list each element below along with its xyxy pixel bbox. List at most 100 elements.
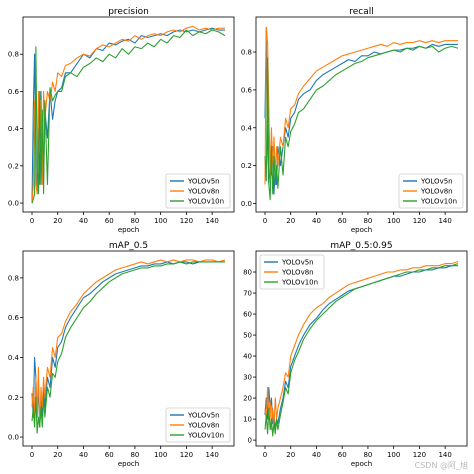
y-tick-label: 40	[243, 353, 252, 361]
series-group	[31, 25, 226, 204]
x-tick-label: 60	[105, 451, 114, 459]
y-tick-label: 0.6	[241, 86, 253, 94]
series-line-YOLOv5n	[31, 261, 225, 428]
legend: YOLOv5n YOLOv8n YOLOv10n	[398, 173, 464, 209]
chart-title: precision	[108, 7, 149, 17]
x-tick-label: 140	[438, 451, 451, 459]
legend-label-YOLOv10n: YOLOv10n	[187, 432, 224, 440]
y-tick-label: 0.4	[241, 124, 253, 132]
x-tick-label: 60	[338, 217, 347, 225]
x-tick-label: 100	[387, 217, 400, 225]
y-tick-label: 70	[243, 290, 252, 298]
x-tick-label: 0	[263, 451, 267, 459]
legend-label-YOLOv10n: YOLOv10n	[281, 279, 318, 287]
x-tick-label: 40	[79, 217, 88, 225]
series-group	[264, 26, 459, 201]
legend-box	[398, 173, 464, 209]
y-tick-label: 0.0	[8, 434, 19, 442]
legend-label-YOLOv5n: YOLOv5n	[187, 412, 220, 420]
chart-title: mAP_0.5:0.95	[330, 241, 392, 251]
y-tick-label: 0.4	[8, 125, 20, 133]
legend-box	[165, 407, 231, 443]
axes-frame	[255, 250, 468, 447]
legend: YOLOv5n YOLOv8n YOLOv10n	[259, 254, 325, 290]
x-tick-label: 140	[438, 217, 451, 225]
y-tick-label: 0.2	[241, 162, 252, 170]
x-tick-label: 40	[312, 217, 321, 225]
watermark: CSDN @阿_旭	[414, 461, 468, 470]
chart-title: recall	[349, 7, 374, 17]
y-tick-label: 0.8	[8, 51, 19, 59]
x-axis-label: epoch	[118, 460, 139, 468]
legend-label-YOLOv5n: YOLOv5n	[420, 178, 453, 186]
legend: YOLOv5n YOLOv8n YOLOv10n	[165, 173, 231, 209]
y-tick-label: 0.2	[8, 162, 19, 170]
x-tick-label: 0	[30, 217, 34, 225]
series-line-YOLOv10n	[31, 29, 226, 204]
y-tick-label: 10	[243, 416, 252, 424]
legend-label-YOLOv10n: YOLOv10n	[420, 198, 457, 206]
series-line-YOLOv8n	[31, 25, 225, 204]
series-line-YOLOv5n	[264, 26, 458, 195]
y-tick-label: 0.8	[241, 49, 252, 57]
legend-box	[165, 173, 231, 209]
y-tick-label: 80	[243, 269, 252, 277]
x-tick-label: 60	[105, 217, 114, 225]
legend-label-YOLOv10n: YOLOv10n	[187, 198, 224, 206]
x-tick-label: 60	[338, 451, 347, 459]
legend-label-YOLOv8n: YOLOv8n	[281, 269, 314, 277]
x-tick-label: 120	[413, 451, 426, 459]
y-tick-label: 0.2	[8, 394, 19, 402]
x-tick-label: 20	[53, 451, 62, 459]
x-tick-label: 0	[263, 217, 267, 225]
x-tick-label: 40	[79, 451, 88, 459]
y-tick-label: 60	[243, 311, 252, 319]
chart-title: mAP_0.5	[109, 241, 148, 251]
x-tick-label: 140	[205, 217, 218, 225]
axes-frame	[255, 16, 468, 213]
x-tick-label: 20	[286, 451, 295, 459]
legend-box	[259, 254, 325, 290]
y-tick-label: 0.0	[241, 200, 252, 208]
x-tick-label: 120	[180, 451, 193, 459]
chart-panel-3: 0 20 40 60 80 100 120 140 0 10 20 30 40 50 60 70 80 mAP_0…	[243, 241, 468, 468]
axes-frame	[22, 250, 235, 447]
x-tick-label: 0	[30, 451, 34, 459]
x-axis-label: epoch	[351, 226, 372, 234]
x-tick-label: 100	[154, 217, 167, 225]
x-tick-label: 100	[387, 451, 400, 459]
x-tick-label: 140	[205, 451, 218, 459]
x-tick-label: 80	[130, 451, 139, 459]
y-tick-label: 0.4	[8, 354, 20, 362]
y-tick-label: 0.8	[8, 274, 19, 282]
x-tick-label: 120	[180, 217, 193, 225]
x-tick-label: 80	[363, 217, 372, 225]
x-tick-label: 40	[312, 451, 321, 459]
legend-label-YOLOv8n: YOLOv8n	[420, 188, 453, 196]
y-tick-label: 0.6	[8, 314, 20, 322]
chart-panel-2: 0 20 40 60 80 100 120 140 0.0 0.2 0.4 0.6 0.8 mAP_0.5…	[8, 241, 235, 468]
x-tick-label: 80	[130, 217, 139, 225]
y-tick-label: 30	[243, 374, 252, 382]
series-line-YOLOv8n	[264, 26, 458, 185]
series-line-YOLOv10n	[31, 261, 225, 434]
series-line-YOLOv10n	[264, 263, 459, 437]
x-tick-label: 100	[154, 451, 167, 459]
legend: YOLOv5n YOLOv8n YOLOv10n	[165, 407, 231, 443]
x-tick-label: 20	[53, 217, 62, 225]
y-tick-label: 0	[248, 437, 252, 445]
legend-label-YOLOv8n: YOLOv8n	[187, 188, 220, 196]
legend-label-YOLOv8n: YOLOv8n	[187, 422, 220, 430]
series-line-YOLOv5n	[31, 27, 225, 204]
y-tick-label: 0.6	[8, 88, 20, 96]
y-tick-label: 20	[243, 395, 252, 403]
x-tick-label: 80	[363, 451, 372, 459]
legend-label-YOLOv5n: YOLOv5n	[187, 178, 220, 186]
series-group	[264, 260, 459, 437]
y-tick-label: 50	[243, 332, 252, 340]
series-line-YOLOv10n	[264, 45, 459, 201]
x-tick-label: 20	[286, 217, 295, 225]
y-tick-label: 0.0	[8, 200, 19, 208]
x-tick-label: 120	[413, 217, 426, 225]
